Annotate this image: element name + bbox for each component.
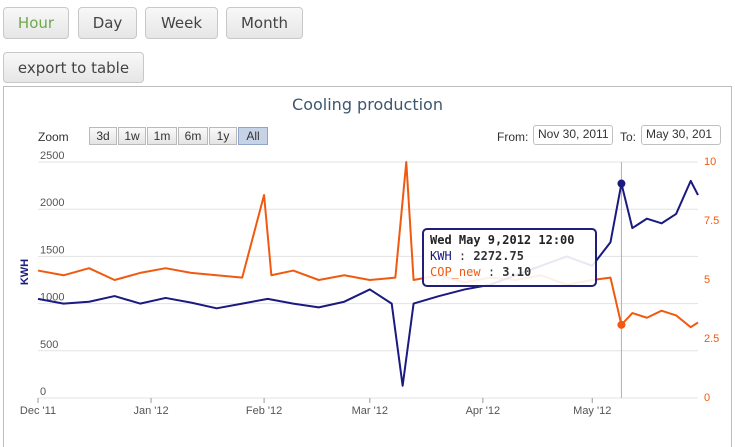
y2-tick-label: 0 — [704, 392, 710, 404]
from-label: From: — [497, 130, 529, 144]
tooltip-separator: : — [458, 249, 474, 263]
y-tick-label: 2000 — [40, 197, 64, 209]
export-to-table-button[interactable]: export to table — [3, 52, 144, 83]
tab-hour[interactable]: Hour — [3, 7, 69, 39]
zoom-1m-button[interactable]: 1m — [147, 127, 177, 145]
zoom-3d-button[interactable]: 3d — [89, 127, 117, 145]
x-tick-label: Apr '12 — [466, 405, 501, 417]
zoom-all-button[interactable]: All — [238, 127, 268, 145]
x-tick-label: Dec '11 — [20, 405, 56, 417]
cop-highlight-point — [617, 320, 626, 329]
x-tick-label: Jan '12 — [133, 405, 168, 417]
tab-day[interactable]: Day — [78, 7, 137, 39]
x-tick-label: Mar '12 — [352, 405, 388, 417]
chart-container — [3, 86, 732, 447]
tooltip-kwh-name: KWH — [430, 249, 452, 263]
tooltip-cop-name: COP_new — [430, 265, 481, 279]
to-date-input[interactable]: May 30, 201 — [641, 125, 721, 145]
cop-series-line[interactable] — [37, 161, 699, 329]
y-axis-label: KWH — [19, 259, 31, 285]
tooltip-date: Wed May 9,2012 12:00 — [430, 233, 575, 247]
y-tick-label: 1500 — [40, 244, 64, 256]
zoom-1w-button[interactable]: 1w — [118, 127, 146, 145]
kwh-highlight-point — [617, 179, 626, 188]
zoom-label: Zoom — [38, 130, 69, 144]
tooltip-separator: : — [487, 265, 503, 279]
x-tick-label: May '12 — [573, 405, 611, 417]
from-date-input[interactable]: Nov 30, 2011 — [533, 125, 613, 145]
tooltip-cop-value: 3.10 — [502, 265, 532, 279]
zoom-6m-button[interactable]: 6m — [178, 127, 208, 145]
x-tick-label: Feb '12 — [246, 405, 282, 417]
to-label: To: — [620, 130, 637, 144]
tooltip-kwh-value: 2272.75 — [473, 249, 524, 263]
kwh-series-line[interactable] — [37, 179, 699, 387]
chart-title: Cooling production — [292, 95, 443, 114]
y2-tick-label: 10 — [704, 156, 716, 168]
y2-tick-label: 2.5 — [704, 333, 719, 345]
y-tick-label: 500 — [40, 339, 58, 351]
data-tooltip: Wed May 9,2012 12:00 KWH : 2272.75 COP_n… — [422, 228, 597, 287]
tooltip-kwh-row: KWH : 2272.75 — [430, 249, 589, 263]
y-tick-label: 0 — [40, 386, 46, 398]
tab-week[interactable]: Week — [145, 7, 218, 39]
tooltip-cop-row: COP_new : 3.10 — [430, 265, 589, 279]
y2-tick-label: 7.5 — [704, 215, 719, 227]
zoom-1y-button[interactable]: 1y — [209, 127, 237, 145]
y-tick-label: 2500 — [40, 150, 64, 162]
tab-month[interactable]: Month — [226, 7, 303, 39]
y2-tick-label: 5 — [704, 274, 710, 286]
